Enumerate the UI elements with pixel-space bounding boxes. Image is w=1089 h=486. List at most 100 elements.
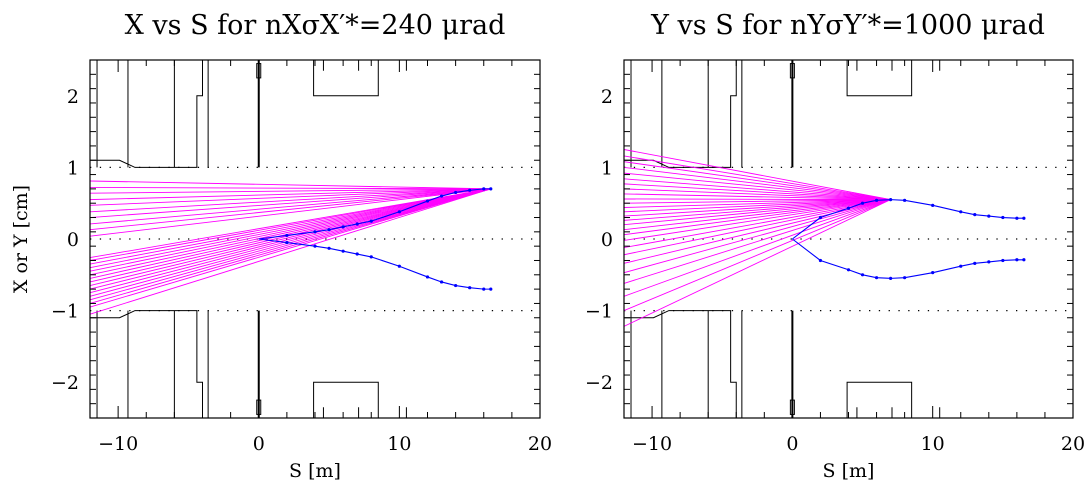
orbit-line: [792, 238, 1024, 279]
ray-lines: [623, 149, 891, 327]
ray-line: [89, 180, 491, 190]
orbit-point: [987, 214, 991, 218]
reference-lines: [624, 166, 1073, 312]
ray-line: [623, 199, 891, 241]
ray-line: [623, 161, 891, 201]
orbit-point: [327, 228, 331, 232]
orbit-point: [1022, 258, 1026, 262]
magnet-box: [313, 381, 379, 418]
ray-line: [623, 198, 891, 201]
y-tick-label: −1: [585, 301, 613, 323]
x-tick-label: 10: [387, 433, 411, 455]
orbit-point: [482, 287, 486, 291]
y-tick-label: 2: [601, 86, 613, 108]
orbit-point: [468, 286, 472, 290]
magnet-box: [846, 60, 913, 97]
orbit-line: [792, 199, 1024, 240]
ray-line: [623, 199, 891, 231]
orbit-point: [818, 215, 823, 220]
aperture-wall: [624, 60, 737, 168]
orbit-point: [903, 276, 907, 280]
ray-line: [623, 193, 891, 201]
orbit-point: [489, 187, 493, 191]
magnet-box: [846, 381, 913, 418]
ray-line: [623, 199, 891, 208]
ray-line: [89, 188, 491, 225]
orbit-line: [258, 238, 491, 290]
ray-line: [89, 188, 491, 265]
orbit-point: [369, 219, 373, 223]
ray-line: [89, 188, 491, 308]
ray-line: [623, 199, 891, 226]
x-tick-label: −10: [98, 433, 138, 455]
orbit-point: [397, 264, 401, 268]
ray-line: [623, 199, 891, 312]
ray-line: [623, 199, 891, 236]
y-tick-label: 1: [67, 157, 79, 179]
orbit-point: [931, 271, 935, 275]
orbit-point: [369, 255, 373, 259]
ray-line: [623, 188, 891, 201]
y-tick-label: 1: [601, 157, 613, 179]
orbit-point: [341, 225, 345, 229]
ray-line: [89, 186, 491, 190]
aperture-outline: [90, 60, 407, 418]
orbit-point: [454, 283, 458, 288]
ray-line: [623, 199, 891, 297]
orbit-point: [425, 199, 430, 203]
orbit-point: [355, 252, 359, 256]
orbit-point: [818, 258, 823, 263]
orbit-point: [959, 210, 963, 214]
ray-line: [89, 188, 491, 301]
orbit-point: [903, 198, 907, 202]
y-axis-label: X or Y [cm]: [10, 185, 32, 293]
ray-line: [623, 199, 891, 221]
ray-line: [89, 188, 491, 213]
x-plot-panel: X vs S for nXσX′*=240 μrad −10 0 10 20−2−10…: [10, 10, 552, 482]
ray-line: [623, 155, 891, 201]
ray-line: [623, 178, 891, 201]
ray-line: [623, 183, 891, 201]
orbit-line: [258, 188, 491, 240]
orbit-point: [1001, 258, 1005, 263]
orbit-point: [846, 206, 851, 210]
ray-line: [89, 188, 491, 290]
ray-line: [623, 199, 891, 249]
ray-line: [89, 188, 491, 261]
y-tick-label: 0: [601, 229, 613, 251]
ray-line: [89, 188, 491, 294]
plot-frame: [623, 59, 1074, 419]
y-tick-label: 2: [67, 86, 79, 108]
orbit-point: [341, 249, 345, 253]
orbit-point: [846, 268, 851, 272]
ray-line: [623, 199, 891, 264]
x-tick-label: 20: [528, 433, 552, 455]
ray-line: [623, 199, 891, 284]
ray-line: [89, 188, 491, 286]
x-tick-label: 0: [786, 433, 798, 455]
orbit-point: [313, 230, 317, 234]
ray-line: [623, 199, 891, 204]
orbit-point: [468, 188, 472, 192]
orbit-point: [860, 273, 865, 277]
aperture-wall: [90, 310, 203, 418]
orbit-point: [482, 187, 486, 191]
x-plot-title: X vs S for nXσX′*=240 μrad: [125, 10, 506, 41]
aperture-wall: [90, 60, 203, 168]
ray-line: [89, 188, 491, 206]
y-tick-label: −2: [585, 372, 613, 394]
ray-line: [623, 149, 891, 201]
y-tick-label: 0: [67, 229, 79, 251]
orbit-point: [454, 190, 458, 195]
orbit-point: [874, 276, 879, 280]
aperture-wall: [624, 310, 737, 418]
ray-line: [89, 188, 491, 231]
ray-line: [623, 199, 891, 217]
orbit-point: [397, 210, 401, 214]
orbit-point: [931, 203, 935, 207]
ray-line: [89, 188, 491, 201]
ray-lines: [89, 180, 491, 315]
ray-line: [89, 188, 491, 218]
